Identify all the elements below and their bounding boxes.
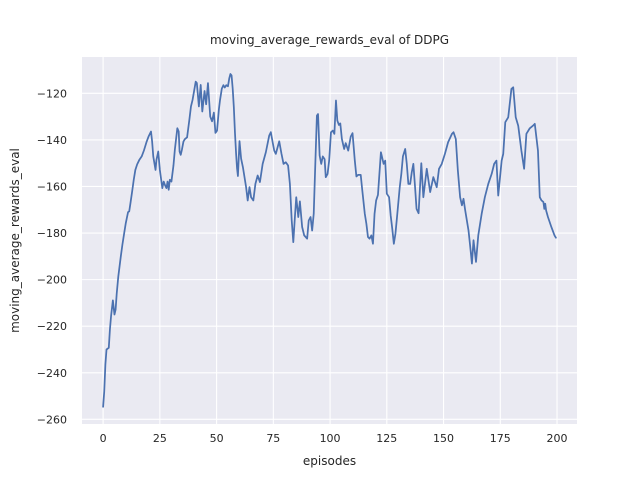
x-tick-label: 50: [210, 432, 224, 445]
series-line: [102, 73, 557, 408]
plot-area: [82, 57, 577, 424]
y-tick-label: −140: [37, 134, 67, 147]
x-tick-label: 175: [490, 432, 511, 445]
x-tick-label: 150: [433, 432, 454, 445]
x-axis-label: episodes: [303, 454, 356, 468]
y-tick-label: −260: [37, 413, 67, 426]
y-tick-label: −220: [37, 320, 67, 333]
y-tick-label: −180: [37, 227, 67, 240]
x-tick-label: 75: [266, 432, 280, 445]
x-tick-label: 125: [376, 432, 397, 445]
y-tick-label: −120: [37, 87, 67, 100]
x-tick-label: 200: [547, 432, 568, 445]
x-tick-label: 100: [320, 432, 341, 445]
x-tick-label: 0: [100, 432, 107, 445]
y-tick-label: −200: [37, 274, 67, 287]
y-axis-label: moving_average_rewards_eval: [8, 148, 22, 333]
y-tick-labels: −120 −140 −160 −180 −200 −220 −240 −260: [37, 87, 67, 426]
gridlines: [82, 57, 577, 424]
x-tick-label: 25: [153, 432, 167, 445]
chart-title: moving_average_rewards_eval of DDPG: [210, 33, 449, 47]
y-tick-label: −160: [37, 180, 67, 193]
y-tick-label: −240: [37, 367, 67, 380]
x-tick-labels: 0 25 50 75 100 125 150 175 200: [100, 432, 568, 445]
